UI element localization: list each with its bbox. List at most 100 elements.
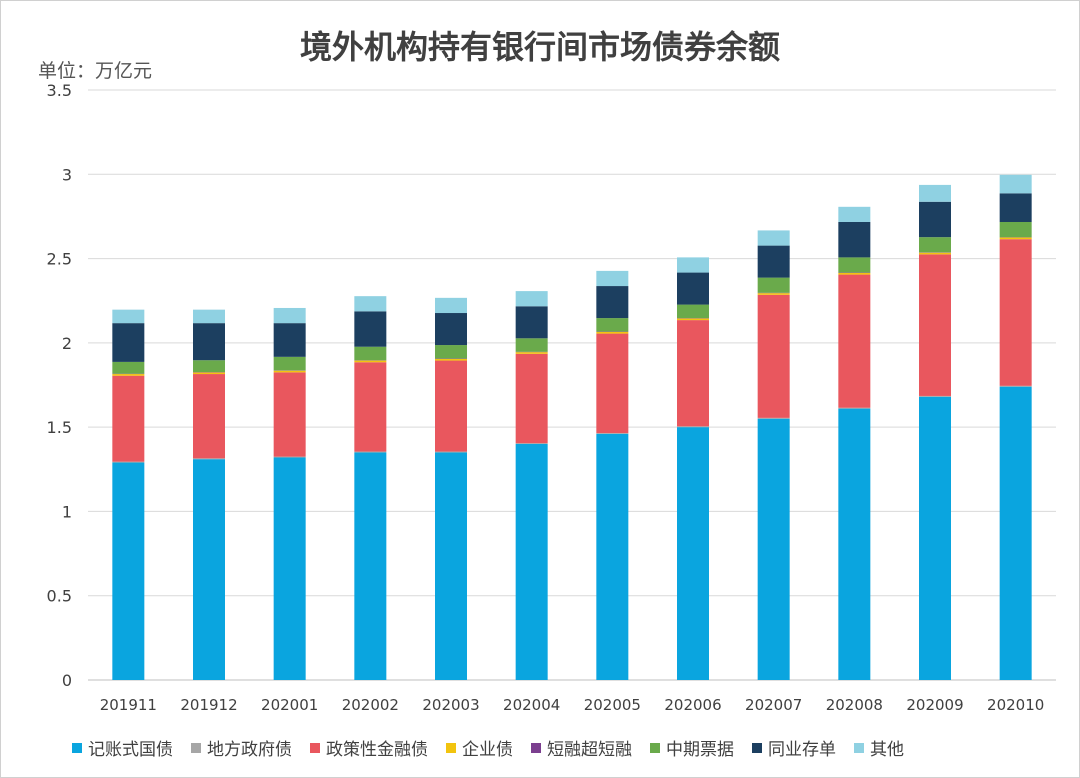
bar-segment [515,291,548,307]
y-tick-label: 2.5 [47,250,72,269]
bar-segment [273,370,306,373]
bar-segment [193,309,225,324]
bar-segment [919,184,951,202]
y-tick-label: 3 [62,165,72,184]
y-tick-label: 2 [62,334,72,353]
legend-label: 同业存单 [768,740,836,760]
y-tick-label: 1.5 [47,418,72,437]
bar-stack-202004 [515,291,548,680]
legend-label: 中期票据 [666,740,734,760]
legend-swatch [446,742,456,753]
x-tick-label: 202007 [745,696,802,714]
bar-segment [354,362,387,452]
legend-label: 短融超短融 [547,740,632,760]
bar-stack-201911 [112,309,145,680]
x-tick-label: 202004 [503,696,560,714]
bar-segment [596,270,629,287]
legend-item: 短融超短融 [531,735,632,760]
legend-item: 地方政府债 [191,735,292,760]
bar-segment [435,360,467,452]
x-tick-label: 202003 [422,696,479,714]
x-tick-label: 202005 [584,696,641,714]
bar-segment [838,221,871,258]
bar-segment [515,353,548,444]
bar-segment [999,174,1032,194]
bar-segment [193,323,225,361]
bar-segment [757,294,790,418]
legend-item: 其他 [854,735,904,760]
legend-label: 政策性金融债 [326,740,428,760]
bar-segment [273,457,306,680]
x-tick-label: 202009 [906,696,963,714]
bar-segment [677,304,709,319]
bar-segment [596,286,629,319]
x-tick-label: 202006 [664,696,721,714]
x-tick-label: 202010 [987,696,1044,714]
bar-segment [838,408,871,680]
bar-segment [919,254,951,396]
bar-segment [757,277,790,293]
bar-segment [677,426,709,428]
legend-swatch [310,742,320,753]
chart-title: 境外机构持有银行间市场债券余额 [299,28,780,66]
bar-stack-201912 [193,309,225,680]
bar-segment [273,356,306,371]
legend-label: 其他 [870,740,904,760]
bar-segment [596,333,629,434]
bar-segment [193,459,225,680]
bar-segment [999,221,1032,238]
legend-item: 中期票据 [650,735,734,760]
bar-segment [112,309,145,324]
bar-segment [112,323,145,362]
bar-segment [515,338,548,352]
bar-segment [757,418,790,680]
bar-segment [596,331,629,334]
legend-item: 同业存单 [752,735,836,760]
y-tick-label: 0.5 [47,587,72,606]
legend-swatch [752,742,762,753]
bar-segment [677,272,709,305]
bar-stack-202002 [354,296,387,680]
bar-segment [354,311,387,347]
bar-segment [999,385,1032,387]
bar-segment [193,360,225,373]
bar-segment [999,237,1032,240]
bar-segment [999,193,1032,222]
bar-segment [273,456,306,458]
bar-segment [757,417,790,419]
bar-segment [515,306,548,339]
y-axis-tick-labels: 0 0.5 1 1.5 2 2.5 3 3.5 [47,81,72,690]
bar-segment [112,375,145,462]
bar-segment [919,252,951,255]
gridlines [88,89,1056,681]
bar-segment [838,272,871,275]
x-tick-label: 202001 [261,696,318,714]
y-tick-label: 1 [62,502,72,521]
bar-segment [193,372,225,375]
bar-stack-202005 [596,270,629,680]
bar-segment [919,237,951,253]
legend-swatch [854,742,864,753]
bar-segment [435,358,467,361]
bar-segment [112,374,145,376]
legend-swatch [191,742,201,753]
bar-stack-202001 [273,307,306,680]
bar-segment [273,372,306,457]
bar-segment [515,352,548,354]
bar-stack-202010 [999,174,1032,680]
bar-segment [677,427,709,680]
bar-segment [677,318,709,321]
bar-segment [515,443,548,444]
bar-stack-202003 [435,297,467,680]
bar-segment [354,451,387,453]
bar-segment [193,458,225,460]
bar-segment [838,257,871,273]
bar-segment [435,451,467,453]
legend-label: 记账式国债 [88,740,173,760]
bar-stacks [112,174,1032,680]
legend-item: 企业债 [446,735,513,760]
legend-swatch [650,742,660,753]
unit-label: 单位：万亿元 [38,60,153,82]
bar-segment [515,444,548,680]
legend-item: 记账式国债 [72,735,173,760]
